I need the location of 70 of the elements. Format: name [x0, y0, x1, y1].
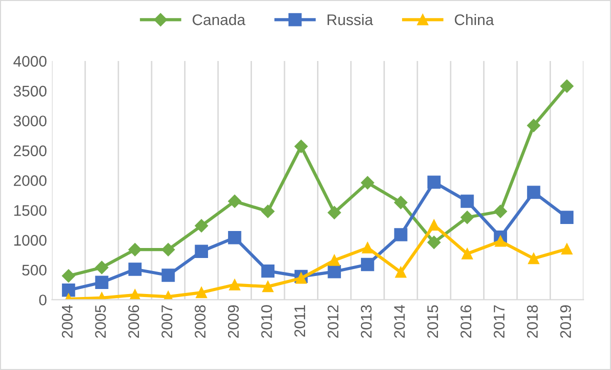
point — [561, 243, 572, 255]
point — [229, 279, 240, 290]
point — [494, 236, 506, 247]
x-tick-label: 2017 — [494, 305, 505, 338]
point — [494, 204, 508, 218]
point — [128, 242, 142, 256]
y-tick-label: 2500 — [14, 145, 46, 156]
point — [194, 219, 208, 232]
x-tick-label: 2015 — [427, 305, 438, 338]
point — [362, 242, 374, 254]
point — [95, 260, 108, 274]
legend-label: Canada — [192, 14, 246, 26]
point — [294, 140, 308, 153]
point — [360, 258, 374, 272]
point — [328, 265, 341, 278]
point — [162, 268, 175, 282]
y-tick-label: 3000 — [14, 116, 46, 126]
x-tick-label: 2009 — [228, 305, 239, 338]
point — [394, 196, 408, 210]
x-tick-label: 2007 — [162, 305, 172, 338]
point — [460, 194, 474, 208]
point — [527, 186, 540, 199]
point — [528, 252, 540, 264]
point — [560, 210, 574, 224]
legend-label: Russia — [328, 14, 374, 26]
x-tick-label: 2011 — [294, 305, 306, 337]
point — [128, 262, 142, 276]
x-tick-label: 2016 — [460, 305, 472, 338]
point — [228, 231, 242, 244]
point — [460, 210, 474, 224]
point — [328, 206, 341, 220]
x-tick-label: 2014 — [394, 305, 405, 338]
point — [194, 244, 208, 258]
point — [427, 236, 441, 250]
point — [427, 176, 441, 189]
point — [560, 80, 574, 93]
point — [95, 276, 108, 289]
point — [261, 204, 274, 218]
point — [261, 264, 274, 278]
x-tick-label: 2010 — [261, 305, 272, 338]
x-tick-label: 2008 — [194, 305, 206, 338]
point — [62, 284, 76, 297]
legend-label: China — [454, 14, 494, 26]
x-tick-label: 2006 — [128, 305, 140, 338]
point — [228, 194, 242, 208]
y-tick-label: 2000 — [14, 175, 46, 186]
point — [360, 176, 374, 190]
x-tick-label: 2019 — [560, 305, 571, 338]
point — [62, 269, 76, 282]
point — [395, 266, 406, 278]
y-tick-label: 500 — [22, 264, 46, 276]
point — [394, 228, 408, 242]
point — [462, 248, 473, 260]
point — [162, 242, 175, 256]
x-tick-label: 2005 — [95, 305, 106, 338]
point — [296, 272, 307, 284]
point — [428, 220, 440, 231]
y-tick-label: 4000 — [13, 56, 46, 67]
point — [196, 286, 207, 298]
x-tick-label: 2004 — [62, 305, 73, 338]
y-tick-label: 1500 — [14, 205, 46, 216]
x-tick-label: 2012 — [328, 305, 338, 338]
y-tick-label: 3500 — [14, 86, 46, 97]
y-tick-label: 1000 — [14, 234, 46, 246]
x-tick-label: 2018 — [526, 305, 538, 338]
point — [328, 254, 340, 266]
point — [262, 281, 274, 292]
point — [527, 118, 540, 132]
y-tick-label: 0 — [39, 294, 46, 306]
x-tick-label: 2013 — [360, 305, 372, 338]
